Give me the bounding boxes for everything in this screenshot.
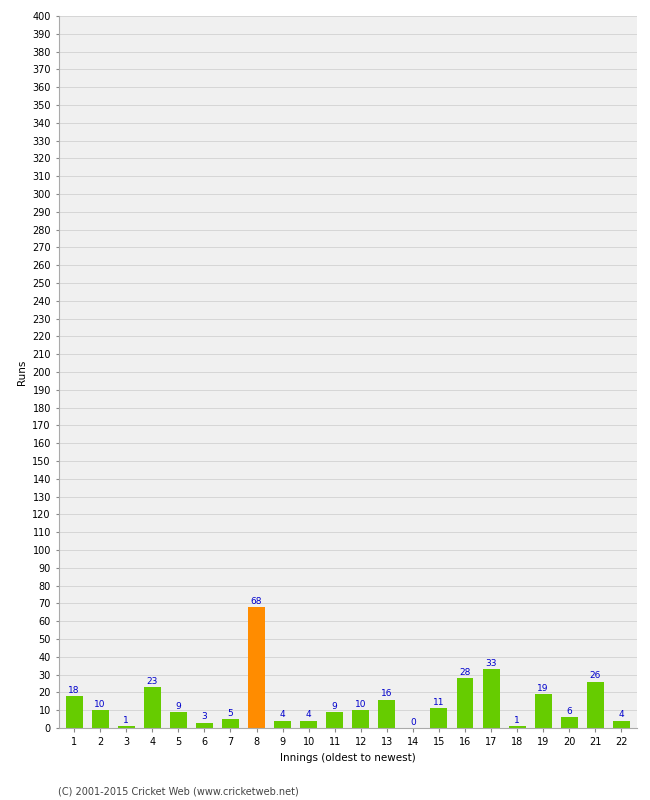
Bar — [509, 726, 526, 728]
Bar — [170, 712, 187, 728]
Bar — [274, 721, 291, 728]
Text: 4: 4 — [280, 710, 285, 719]
Bar — [92, 710, 109, 728]
Text: 3: 3 — [202, 712, 207, 722]
Bar — [248, 607, 265, 728]
Text: 1: 1 — [124, 716, 129, 725]
Bar — [456, 678, 473, 728]
Text: (C) 2001-2015 Cricket Web (www.cricketweb.net): (C) 2001-2015 Cricket Web (www.cricketwe… — [58, 786, 299, 796]
Text: 0: 0 — [410, 718, 416, 726]
Bar — [222, 719, 239, 728]
Text: 18: 18 — [68, 686, 80, 694]
Text: 10: 10 — [94, 700, 106, 709]
Text: 33: 33 — [486, 659, 497, 668]
Text: 4: 4 — [619, 710, 624, 719]
Bar — [482, 670, 500, 728]
Text: 10: 10 — [355, 700, 367, 709]
Bar — [118, 726, 135, 728]
Bar — [300, 721, 317, 728]
Bar — [535, 694, 552, 728]
Bar — [352, 710, 369, 728]
Text: 4: 4 — [306, 710, 311, 719]
Bar — [378, 699, 395, 728]
X-axis label: Innings (oldest to newest): Innings (oldest to newest) — [280, 753, 415, 762]
Text: 5: 5 — [227, 709, 233, 718]
Text: 23: 23 — [147, 677, 158, 686]
Text: 9: 9 — [332, 702, 337, 710]
Bar — [144, 687, 161, 728]
Bar — [613, 721, 630, 728]
Bar — [326, 712, 343, 728]
Text: 11: 11 — [433, 698, 445, 707]
Bar — [430, 709, 447, 728]
Bar — [561, 718, 578, 728]
Text: 16: 16 — [381, 689, 393, 698]
Text: 28: 28 — [460, 668, 471, 677]
Y-axis label: Runs: Runs — [17, 359, 27, 385]
Text: 9: 9 — [176, 702, 181, 710]
Text: 1: 1 — [514, 716, 520, 725]
Text: 6: 6 — [566, 707, 572, 716]
Text: 68: 68 — [251, 597, 263, 606]
Bar — [66, 696, 83, 728]
Bar — [196, 722, 213, 728]
Bar — [587, 682, 604, 728]
Text: 26: 26 — [590, 671, 601, 680]
Text: 19: 19 — [538, 684, 549, 693]
